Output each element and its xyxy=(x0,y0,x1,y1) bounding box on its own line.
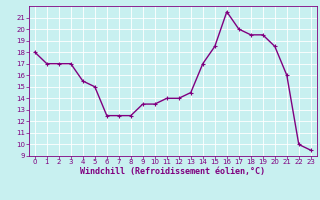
X-axis label: Windchill (Refroidissement éolien,°C): Windchill (Refroidissement éolien,°C) xyxy=(80,167,265,176)
